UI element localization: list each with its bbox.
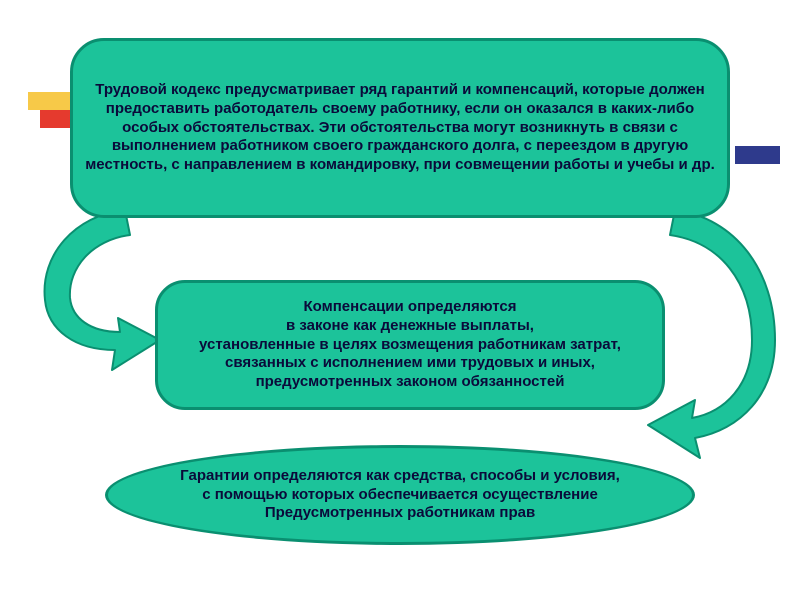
top-box: Трудовой кодекс предусматривает ряд гара…: [70, 38, 730, 218]
bottom-ellipse: Гарантии определяются как средства, спос…: [105, 445, 695, 545]
top-box-text: Трудовой кодекс предусматривает ряд гара…: [73, 81, 727, 175]
decor-bar-blue: [735, 146, 780, 164]
middle-box: Компенсации определяются в законе как де…: [155, 280, 665, 410]
slide-canvas: Трудовой кодекс предусматривает ряд гара…: [0, 0, 800, 600]
middle-box-text: Компенсации определяются в законе как де…: [158, 298, 662, 392]
bottom-ellipse-text: Гарантии определяются как средства, спос…: [108, 467, 692, 523]
